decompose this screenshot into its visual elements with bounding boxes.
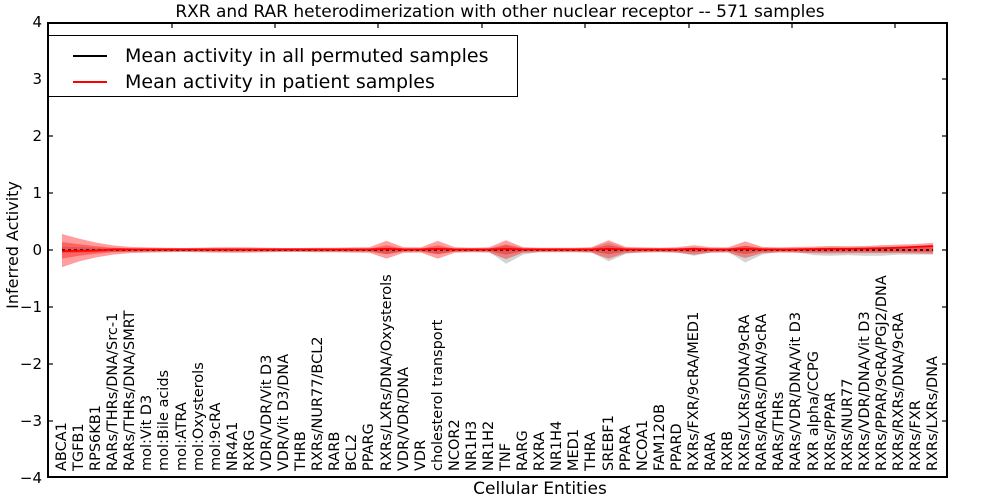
x-tick-label: RXRs/NUR77 bbox=[839, 378, 856, 471]
patient-std-band-outer bbox=[62, 234, 934, 268]
x-tick-label: NCOR2 bbox=[446, 419, 463, 471]
x-tick-label: RXRB bbox=[720, 430, 737, 471]
x-tick-label: THRA bbox=[583, 431, 600, 471]
x-tick-label: TGFB1 bbox=[71, 423, 88, 471]
x-tick-label: RXRs/LXRs/DNA/Oxysterols bbox=[378, 274, 395, 471]
x-tick-label: VDR/VDR/DNA bbox=[395, 366, 412, 471]
x-tick-label: RXRs/PPAR/9cRA/PGJ2/DNA bbox=[873, 275, 890, 471]
x-tick-label: NR1H3 bbox=[463, 420, 480, 471]
x-tick-label: BCL2 bbox=[344, 433, 361, 471]
x-tick-label: VDR bbox=[412, 439, 429, 471]
x-tick-label: NR4A1 bbox=[224, 421, 241, 471]
legend-label-patient: Mean activity in patient samples bbox=[125, 71, 435, 93]
x-tick-label: mol:ATRA bbox=[173, 402, 190, 471]
y-tick-label: 4 bbox=[32, 13, 42, 31]
x-tick-label: NR1H2 bbox=[481, 420, 497, 471]
x-tick-label: PPARG bbox=[361, 423, 378, 471]
x-tick-label: VDR/VDR/Vit D3 bbox=[258, 354, 275, 471]
legend-entry-permuted: Mean activity in all permuted samples bbox=[49, 42, 517, 70]
y-tick-label: −2 bbox=[19, 355, 42, 373]
y-tick-label: 3 bbox=[32, 70, 42, 88]
x-tick-label: mol:9cRA bbox=[207, 402, 224, 471]
y-tick-label: −4 bbox=[19, 469, 42, 487]
x-tick-label: RXRA bbox=[532, 431, 549, 471]
x-tick-label: RXRs/PPAR bbox=[822, 391, 839, 471]
x-tick-label: RXRs/LXRs/DNA/9cRA bbox=[737, 314, 754, 471]
legend-label-permuted: Mean activity in all permuted samples bbox=[125, 45, 489, 67]
x-tick-label: mol:Oxysterols bbox=[190, 362, 207, 471]
x-tick-label: RARB bbox=[327, 431, 344, 471]
x-tick-label: RARs/THRs bbox=[771, 391, 788, 471]
y-tick-label: 1 bbox=[32, 184, 42, 202]
x-tick-label: RXRs/LXRs/DNA bbox=[925, 356, 942, 471]
x-tick-label: mol:Bile acids bbox=[156, 369, 173, 471]
x-tick-label: RARA bbox=[703, 432, 720, 471]
x-tick-label: RXRG bbox=[241, 429, 258, 471]
axes-frame bbox=[47, 22, 948, 478]
x-tick-label: RARs/THRs/DNA/SMRT bbox=[122, 310, 139, 471]
x-tick-label: PPARD bbox=[668, 423, 685, 471]
x-tick-label: mol:Vit D3 bbox=[139, 394, 156, 471]
patient-line-swatch-icon bbox=[73, 81, 107, 83]
x-tick-label: VDR/Vit D3/DNA bbox=[276, 353, 293, 471]
x-tick-label: FAM120B bbox=[651, 403, 668, 471]
x-axis-label: Cellular Entities bbox=[473, 479, 607, 499]
x-tick-label: MED1 bbox=[566, 428, 583, 471]
x-tick-label: TNF bbox=[498, 442, 515, 471]
x-tick-label: ABCA1 bbox=[54, 422, 70, 471]
permuted-line-swatch-icon bbox=[73, 55, 107, 57]
x-tick-label: RXRs/FXR/9cRA/MED1 bbox=[685, 311, 702, 471]
patient-std-band-inner bbox=[62, 242, 934, 259]
x-tick-label: PPARA bbox=[617, 425, 634, 471]
chart-title: RXR and RAR heterodimerization with othe… bbox=[175, 2, 825, 22]
x-tick-label: RXRs/RXRs/DNA/9cRA bbox=[890, 312, 907, 471]
x-tick-label: RXRs/NUR77/BCL2 bbox=[310, 336, 327, 471]
y-tick-label: −1 bbox=[19, 298, 42, 316]
x-tick-label: RARG bbox=[515, 430, 532, 471]
plot-area bbox=[47, 22, 948, 478]
y-tick-label: 0 bbox=[32, 241, 42, 259]
x-tick-label: RXRs/FXR bbox=[908, 400, 924, 471]
y-tick-label: −3 bbox=[19, 412, 42, 430]
x-tick-label: RPS6KB1 bbox=[88, 405, 105, 471]
x-tick-label: RARs/VDR/DNA/Vit D3 bbox=[788, 311, 805, 471]
x-tick-label: RXR alpha/CCPG bbox=[805, 350, 822, 471]
y-tick-label: 2 bbox=[32, 127, 42, 145]
x-tick-label: RARs/RARs/DNA/9cRA bbox=[754, 313, 771, 471]
x-tick-label: NR1H4 bbox=[549, 420, 566, 471]
x-tick-label: SREBF1 bbox=[600, 415, 617, 471]
patient-mean-line bbox=[61, 245, 934, 252]
x-tick-label: THRB bbox=[293, 431, 310, 471]
x-tick-label: cholesterol transport bbox=[429, 319, 446, 471]
legend: Mean activity in all permuted samples Me… bbox=[48, 35, 518, 97]
x-tick-label: RXRs/VDR/DNA/Vit D3 bbox=[856, 311, 873, 471]
permuted-std-band bbox=[62, 242, 934, 264]
legend-entry-patient: Mean activity in patient samples bbox=[49, 68, 517, 96]
x-tick-label: RARs/THRs/DNA/Src-1 bbox=[105, 312, 122, 471]
x-tick-label: NCOA1 bbox=[634, 419, 651, 471]
